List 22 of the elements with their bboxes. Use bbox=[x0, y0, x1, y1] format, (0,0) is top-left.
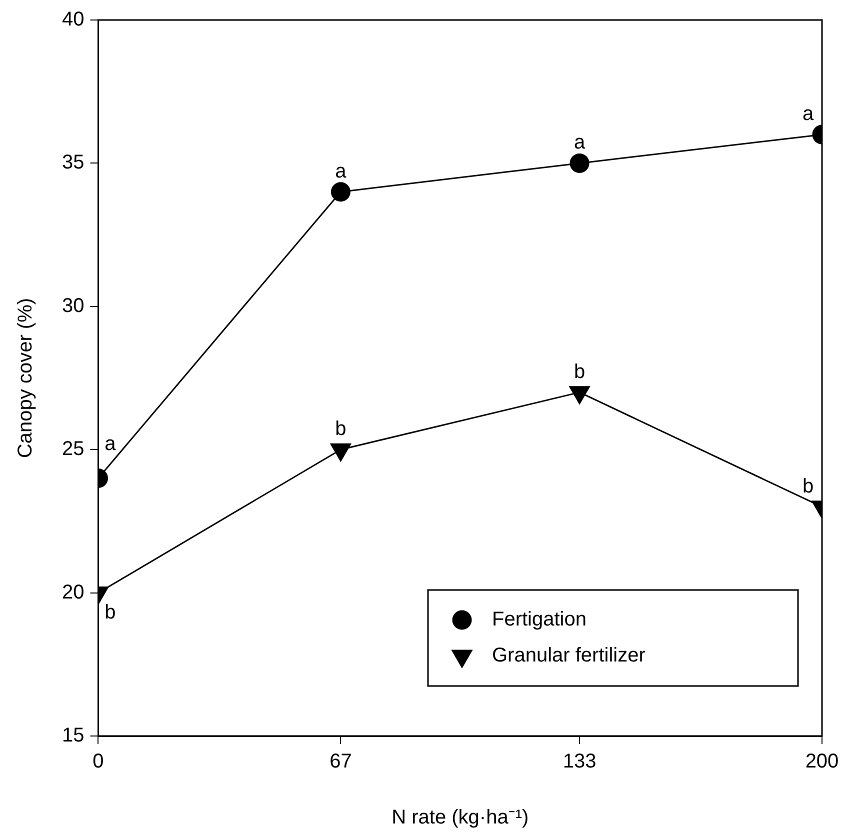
annotation: a bbox=[335, 160, 348, 182]
annotation: b bbox=[335, 418, 346, 440]
annotation: a bbox=[802, 103, 814, 126]
annotation: a bbox=[574, 132, 586, 154]
y-axis-title: Canopy cover (%) bbox=[14, 298, 37, 458]
y-tick-label: 30 bbox=[62, 294, 84, 317]
x-tick-label: 200 bbox=[805, 750, 839, 773]
y-tick-label: 20 bbox=[62, 581, 84, 604]
annotation: a bbox=[104, 432, 117, 455]
x-tick-label: 67 bbox=[330, 750, 352, 773]
x-tick-label: 133 bbox=[562, 750, 596, 773]
x-axis-title: N rate (kg·ha⁻¹) bbox=[392, 806, 529, 829]
legend-label: Granular fertilizer bbox=[492, 644, 646, 667]
y-tick-label: 15 bbox=[62, 724, 84, 747]
y-tick-label: 35 bbox=[62, 152, 84, 174]
x-tick-label: 0 bbox=[92, 750, 104, 773]
legend-label: Fertigation bbox=[492, 608, 586, 631]
annotation: b bbox=[104, 601, 116, 624]
y-tick-label: 25 bbox=[62, 438, 84, 460]
annotation: b bbox=[802, 475, 814, 498]
annotation: b bbox=[574, 360, 586, 383]
y-tick-label: 40 bbox=[62, 8, 84, 31]
